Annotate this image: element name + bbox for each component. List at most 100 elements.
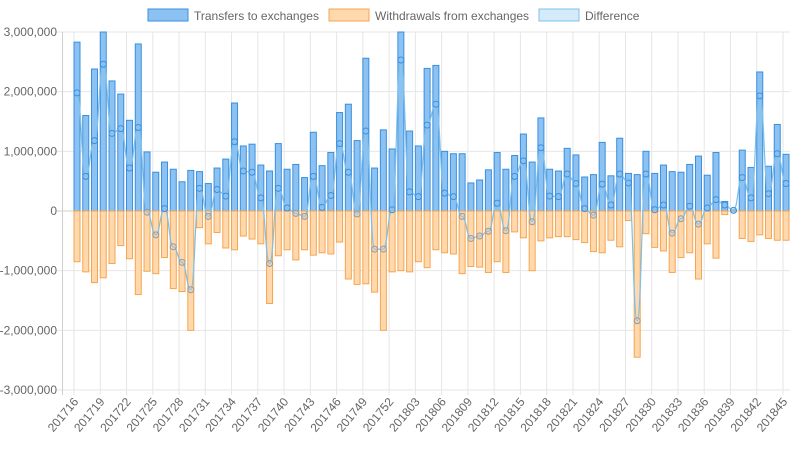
difference-point[interactable] [292, 209, 300, 217]
difference-point[interactable] [546, 192, 554, 200]
transfers-bar[interactable] [117, 93, 125, 212]
difference-point[interactable] [729, 206, 737, 214]
withdrawals-bar[interactable] [598, 210, 606, 254]
difference-point[interactable] [607, 201, 615, 209]
difference-point[interactable] [703, 204, 711, 212]
withdrawals-bar[interactable] [756, 210, 764, 236]
difference-point[interactable] [572, 180, 580, 188]
difference-point[interactable] [668, 229, 676, 237]
withdrawals-bar[interactable] [91, 210, 99, 284]
transfers-bar[interactable] [773, 123, 781, 212]
transfers-bar[interactable] [449, 153, 457, 212]
difference-point[interactable] [686, 202, 694, 210]
withdrawals-bar[interactable] [607, 210, 615, 241]
withdrawals-bar[interactable] [336, 210, 344, 243]
transfers-bar[interactable] [379, 129, 387, 212]
transfers-bar[interactable] [231, 102, 239, 212]
transfers-bar[interactable] [248, 143, 256, 212]
transfers-bar[interactable] [589, 174, 597, 212]
withdrawals-bar[interactable] [134, 210, 142, 296]
difference-point[interactable] [756, 92, 764, 100]
difference-point[interactable] [554, 193, 562, 201]
transfers-bar[interactable] [336, 112, 344, 212]
transfers-bar[interactable] [266, 170, 274, 212]
difference-point[interactable] [327, 191, 335, 199]
withdrawals-bar[interactable] [581, 210, 589, 244]
transfers-bar[interactable] [423, 67, 431, 212]
difference-point[interactable] [239, 167, 247, 175]
transfers-bar[interactable] [301, 177, 309, 212]
withdrawals-bar[interactable] [204, 210, 212, 245]
difference-point[interactable] [677, 215, 685, 223]
difference-point[interactable] [738, 174, 746, 182]
withdrawals-bar[interactable] [764, 210, 772, 239]
difference-point[interactable] [187, 286, 195, 294]
difference-point[interactable] [344, 168, 352, 176]
withdrawals-bar[interactable] [686, 210, 694, 254]
transfers-bar[interactable] [99, 31, 107, 212]
withdrawals-bar[interactable] [379, 210, 387, 331]
difference-point[interactable] [782, 180, 790, 188]
difference-point[interactable] [362, 127, 370, 135]
withdrawals-bar[interactable] [388, 210, 396, 273]
difference-point[interactable] [721, 201, 729, 209]
withdrawals-bar[interactable] [572, 210, 580, 241]
difference-point[interactable] [642, 170, 650, 178]
withdrawals-bar[interactable] [537, 210, 545, 242]
withdrawals-bar[interactable] [616, 210, 624, 248]
difference-point[interactable] [432, 100, 440, 108]
difference-point[interactable] [563, 170, 571, 178]
withdrawals-bar[interactable] [152, 210, 160, 275]
transfers-bar[interactable] [222, 158, 230, 212]
difference-point[interactable] [616, 170, 624, 178]
withdrawals-bar[interactable] [703, 210, 711, 245]
transfers-bar[interactable] [309, 131, 317, 212]
difference-point[interactable] [598, 180, 606, 188]
difference-point[interactable] [467, 234, 475, 242]
difference-point[interactable] [406, 188, 414, 196]
difference-point[interactable] [476, 232, 484, 240]
transfers-bar[interactable] [187, 169, 195, 212]
difference-point[interactable] [134, 123, 142, 131]
transfers-bar[interactable] [73, 41, 81, 212]
withdrawals-bar[interactable] [563, 210, 571, 238]
difference-point[interactable] [764, 190, 772, 198]
difference-point[interactable] [379, 245, 387, 253]
withdrawals-bar[interactable] [344, 210, 352, 280]
difference-point[interactable] [117, 125, 125, 133]
transfers-bar[interactable] [668, 171, 676, 212]
withdrawals-bar[interactable] [651, 210, 659, 248]
difference-point[interactable] [659, 201, 667, 209]
difference-point[interactable] [484, 227, 492, 235]
withdrawals-bar[interactable] [178, 210, 186, 293]
withdrawals-bar[interactable] [406, 210, 414, 273]
transfers-bar[interactable] [152, 171, 160, 212]
withdrawals-bar[interactable] [362, 210, 370, 285]
difference-point[interactable] [694, 220, 702, 228]
difference-point[interactable] [204, 212, 212, 220]
transfers-bar[interactable] [371, 167, 379, 212]
withdrawals-bar[interactable] [222, 210, 230, 249]
difference-point[interactable] [493, 199, 501, 207]
difference-point[interactable] [528, 218, 536, 226]
difference-point[interactable] [502, 227, 510, 235]
legend-item-transfers[interactable]: Transfers to exchanges [147, 8, 319, 23]
withdrawals-bar[interactable] [248, 210, 256, 240]
transfers-bar[interactable] [502, 168, 510, 212]
withdrawals-bar[interactable] [721, 210, 729, 216]
difference-point[interactable] [441, 189, 449, 197]
withdrawals-bar[interactable] [309, 210, 317, 256]
transfers-bar[interactable] [519, 133, 527, 212]
withdrawals-bar[interactable] [82, 210, 90, 273]
difference-point[interactable] [231, 138, 239, 146]
difference-point[interactable] [301, 212, 309, 220]
withdrawals-bar[interactable] [484, 210, 492, 273]
withdrawals-bar[interactable] [633, 210, 641, 358]
transfers-bar[interactable] [598, 141, 606, 212]
legend-item-withdrawals[interactable]: Withdrawals from exchanges [328, 8, 529, 23]
difference-point[interactable] [414, 193, 422, 201]
withdrawals-bar[interactable] [257, 210, 265, 245]
difference-point[interactable] [213, 186, 221, 194]
difference-point[interactable] [248, 168, 256, 176]
withdrawals-bar[interactable] [327, 210, 335, 255]
